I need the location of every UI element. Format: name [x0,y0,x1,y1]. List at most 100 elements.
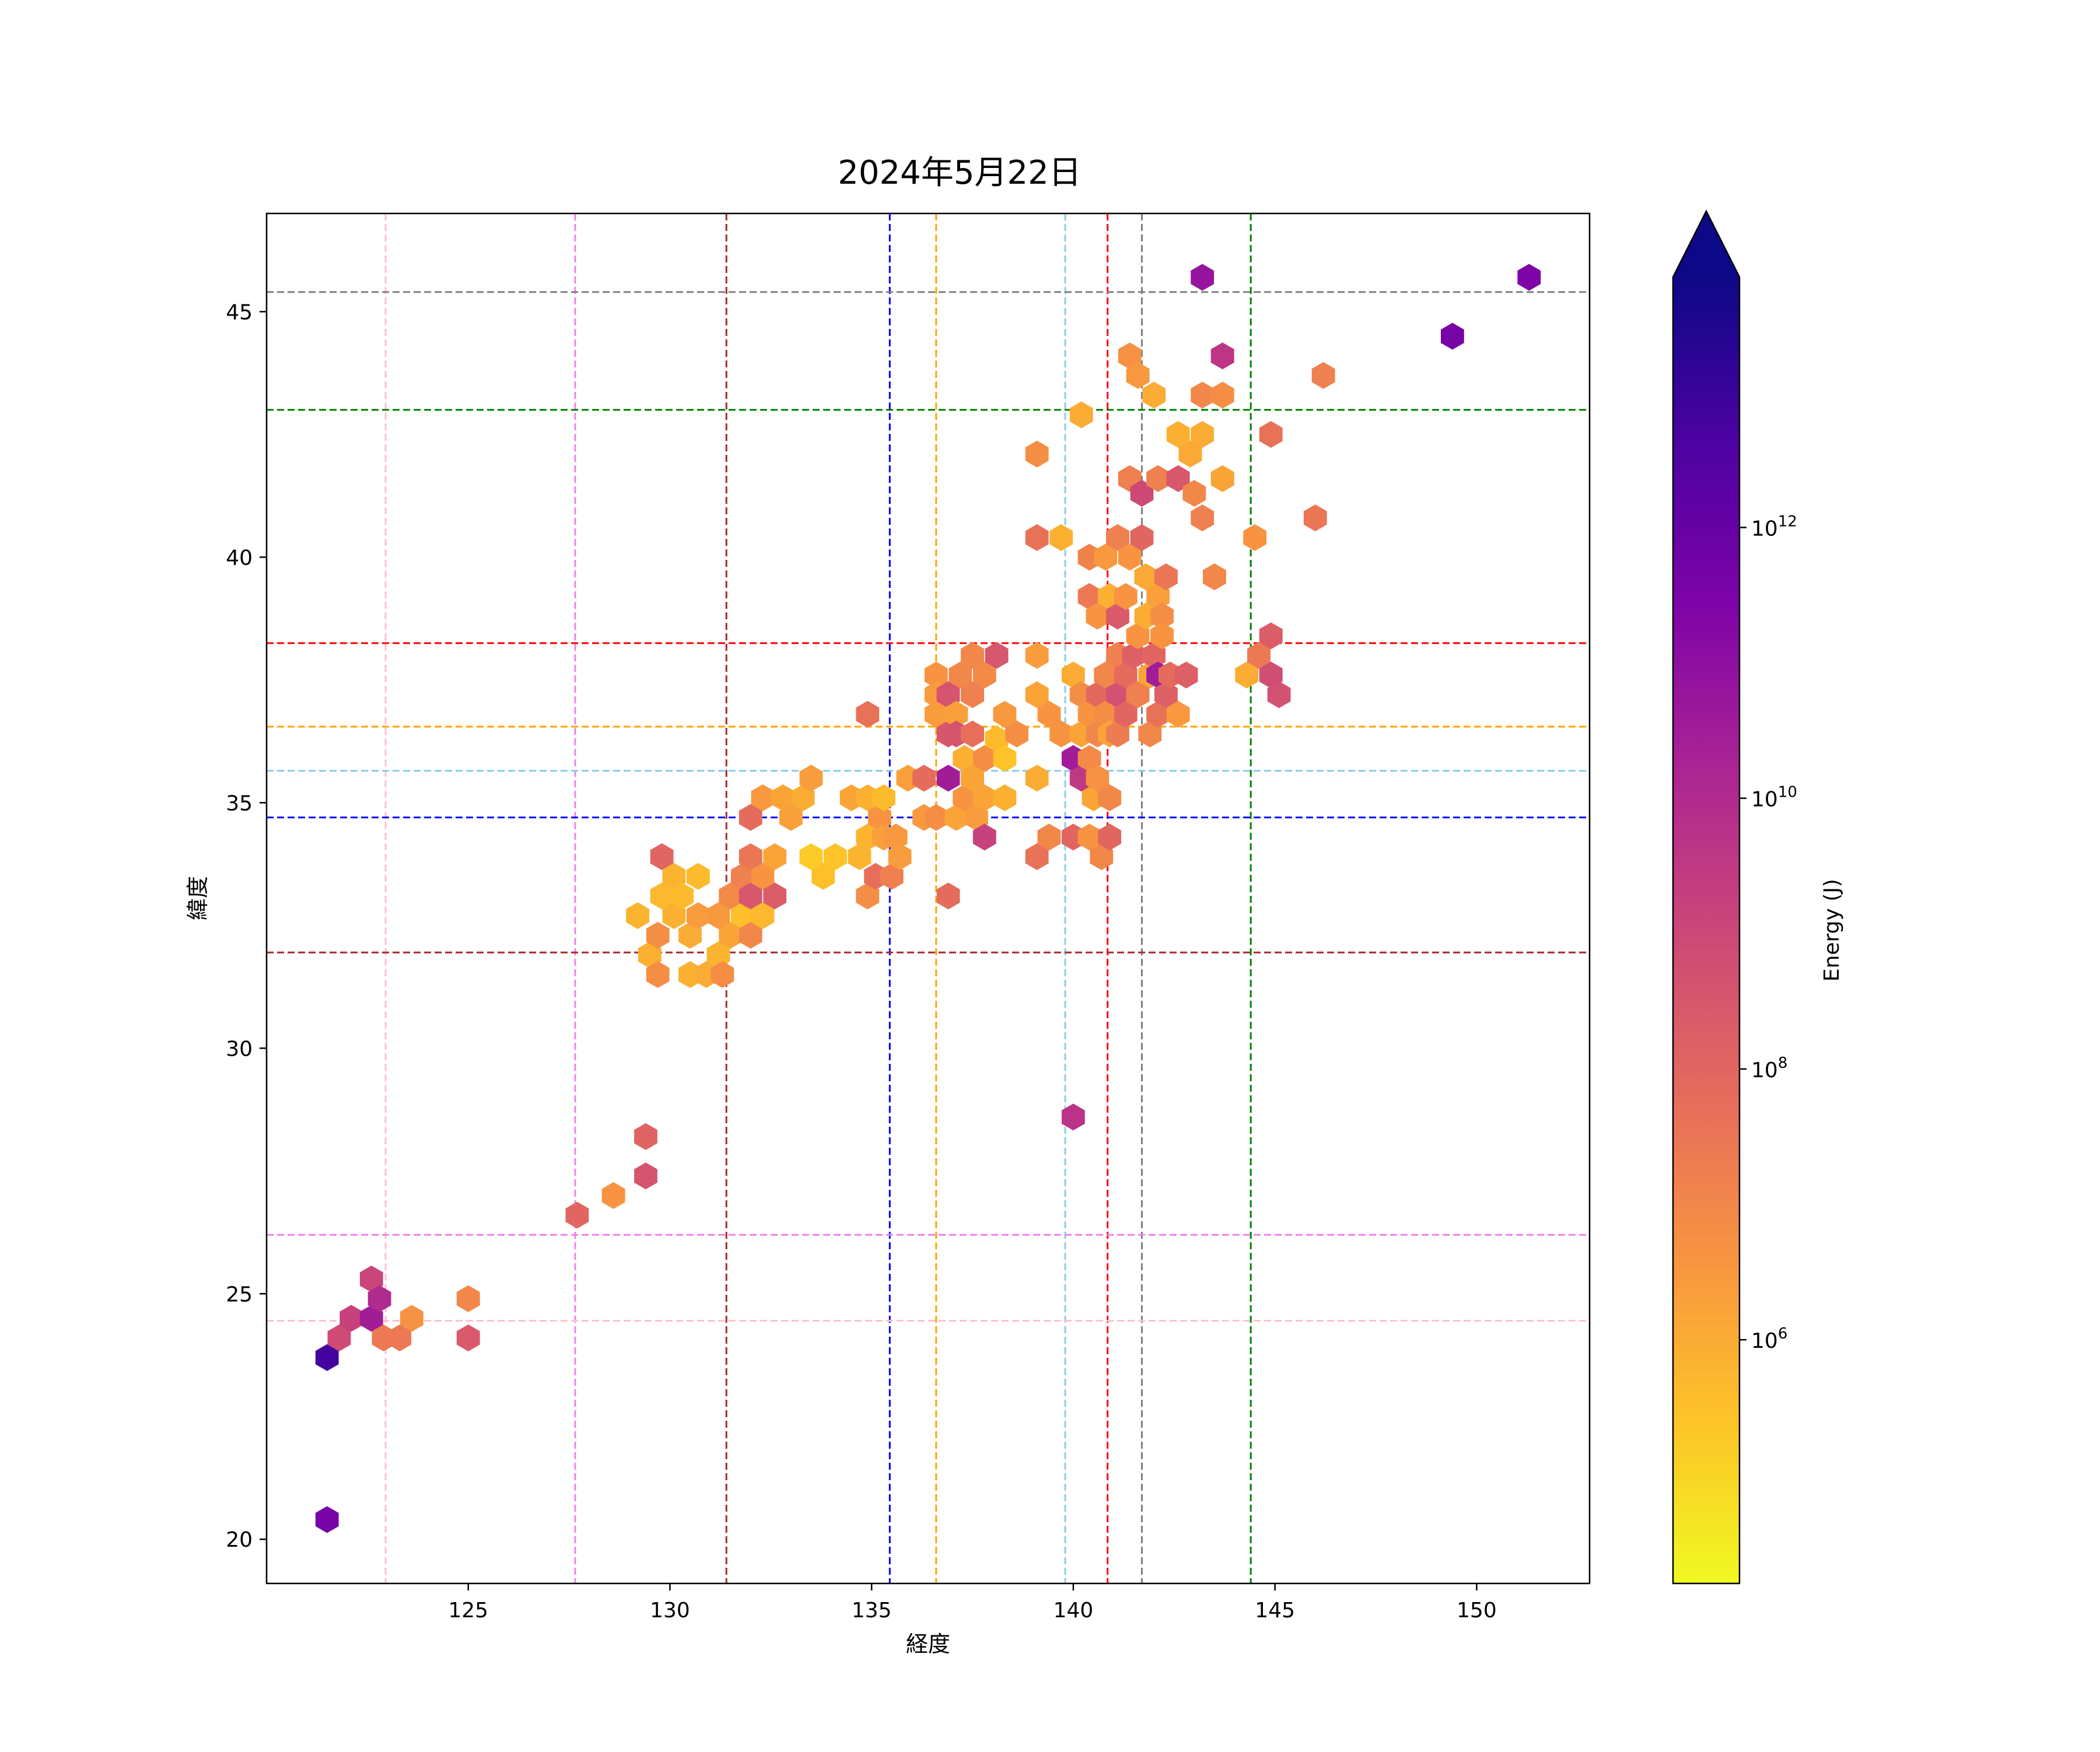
x-tick-label: 125 [448,1599,488,1623]
colorbar-tick-label: 108 [1751,1054,1787,1082]
hexbin-cell [1025,642,1049,669]
hexbin-cell [1025,681,1049,709]
hexbin-cell [972,661,996,689]
hexbin-cell [634,1123,657,1150]
hexbin-cell [924,661,948,689]
hexbin-cell [1311,362,1335,389]
x-tick-label: 135 [852,1599,892,1623]
hexbin-cell [315,1344,339,1371]
hexbin-cell [650,843,674,870]
hexbin-cell [340,1305,363,1332]
hexbin-cell [1441,323,1464,350]
y-tick-label: 25 [226,1283,253,1306]
hexbin-cell [1191,264,1214,291]
hexbin-cell [368,1285,391,1312]
colorbar: 106 108 1010 1012 Energy (J) [1672,209,1844,1585]
hexbin-cell [1182,479,1206,507]
hexbin-cell [944,804,968,831]
hexbin-cell [1166,465,1190,492]
y-tick-label: 45 [226,300,253,324]
hexbin-cell [670,882,694,910]
hexbin-cell [1114,661,1138,689]
hexbin-cell [327,1324,351,1351]
hexbin-cell [1114,700,1138,728]
hexbin-cell [1191,504,1214,531]
hexbin-cell [972,745,996,772]
hexbin-cell [1049,524,1073,551]
hexbin-cell [912,765,936,792]
y-tick-label: 30 [226,1037,253,1061]
hexbin-cell [972,824,996,851]
colorbar-tick-label: 106 [1751,1325,1787,1353]
hexbin-cells [315,264,1541,1533]
hexbin-cell [1150,622,1174,650]
hexbin-cell [961,681,984,709]
hexbin-cell [1210,465,1234,492]
hexbin-cell [1098,824,1122,851]
x-axis-label: 経度 [906,1631,950,1657]
hexbin-cell [1094,700,1118,728]
hexbin-cell [626,902,650,929]
hexbin-cell [1094,661,1118,689]
hexbin-cell [1142,642,1166,669]
hexbin-cell [738,804,762,831]
hexbin-cell [953,745,977,772]
y-tick-label: 35 [226,791,253,815]
hexbin-cell [662,902,686,929]
hexbin-cell [961,765,984,792]
hexbin-cell [719,882,743,910]
hexbin-cell [738,843,762,870]
colorbar-tick-label: 1010 [1751,784,1797,812]
hexbin-cell [1037,700,1061,728]
hexbin-cell [1142,381,1166,409]
hexbin-cell [779,804,803,831]
hexbin-cell [1077,745,1101,772]
hexbin-cell [791,784,815,811]
hexbin-cell [1086,602,1110,630]
hexbin-cell [650,882,674,910]
hexbin-cell [1069,401,1093,429]
hexbin-cell [1203,563,1226,590]
hexbin-cell [1154,681,1178,709]
x-tick-label: 130 [650,1599,690,1623]
hexbin-cell [856,882,880,910]
chart-title: 2024年5月22日 [838,154,1081,192]
hexbin-cell [706,941,730,969]
hexbin-cell [1303,504,1327,531]
x-axis: 125 130 135 140 145 150 [448,1583,1497,1623]
hexbin-cell [1174,661,1198,689]
colorbar-gradient [1673,277,1740,1583]
hexbin-cell [1517,264,1541,291]
hexbin-cell [1118,544,1142,571]
hexbin-cell [1259,661,1283,689]
hexbin-cell [1134,563,1158,590]
hexbin-cell [924,804,948,831]
hexbin-cell [646,921,670,949]
hexbin-cell [856,700,880,728]
plot-area-frame [265,212,1591,1585]
hexbin-cell [924,700,948,728]
y-tick-label: 40 [226,546,253,570]
hexbin-cell [953,784,977,811]
hexbin-cell [1191,381,1214,409]
hexbin-cell [888,843,912,870]
hexbin-cell [315,1506,339,1533]
x-tick-label: 140 [1054,1599,1094,1623]
hexbin-cell [1126,622,1150,650]
hexbin-cell [1077,583,1101,610]
hexbin-cell [1098,784,1122,811]
hexbin-cell [1025,440,1049,468]
hexbin-cell [1025,524,1049,551]
hexbin-cell [1243,524,1266,551]
hexbin-cell [456,1285,480,1312]
hexbin-cell [400,1305,424,1332]
hexbin-cell [1146,465,1170,492]
colorbar-ticks: 106 108 1010 1012 [1740,513,1797,1353]
hexbin-cell [1259,622,1283,650]
hexbin-cell [678,921,702,949]
hexbin-cell [719,921,743,949]
hexbin-cell [993,700,1017,728]
hexbin-cell [1166,421,1190,448]
hexbin-cell [799,843,823,870]
